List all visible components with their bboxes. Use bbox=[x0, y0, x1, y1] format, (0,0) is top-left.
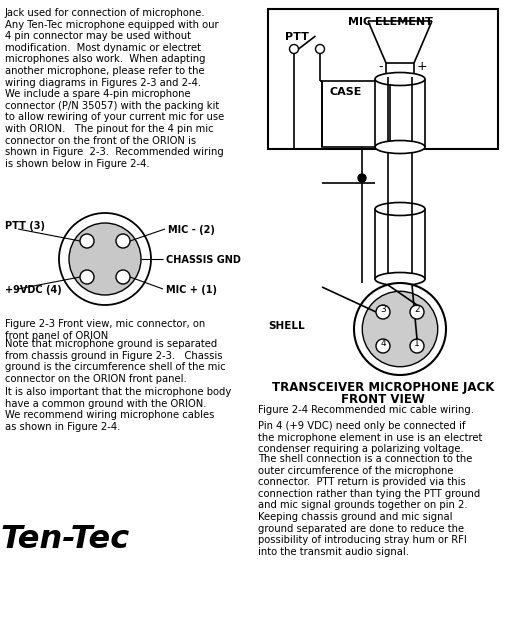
Circle shape bbox=[375, 305, 389, 319]
Circle shape bbox=[289, 45, 298, 54]
Text: 1: 1 bbox=[413, 339, 419, 348]
Circle shape bbox=[116, 270, 130, 284]
Text: Note that microphone ground is separated
from chassis ground in Figure 2-3.   Ch: Note that microphone ground is separated… bbox=[5, 339, 225, 384]
Text: MIC - (2): MIC - (2) bbox=[168, 225, 215, 235]
Text: PTT (3): PTT (3) bbox=[5, 221, 45, 231]
Text: Pin 4 (+9 VDC) need only be connected if
the microphone element in use is an ele: Pin 4 (+9 VDC) need only be connected if… bbox=[258, 421, 481, 454]
Circle shape bbox=[80, 270, 94, 284]
Circle shape bbox=[116, 234, 130, 248]
Text: Jack used for connection of microphone.
Any Ten-Tec microphone equipped with our: Jack used for connection of microphone. … bbox=[5, 8, 224, 169]
Text: MIC ELEMENT: MIC ELEMENT bbox=[347, 17, 432, 27]
Bar bbox=[385, 63, 413, 77]
Text: Ten-Tec: Ten-Tec bbox=[1, 524, 129, 555]
Circle shape bbox=[375, 339, 389, 353]
Text: CASE: CASE bbox=[329, 87, 362, 97]
Circle shape bbox=[362, 291, 437, 367]
Text: MIC + (1): MIC + (1) bbox=[166, 285, 217, 295]
Circle shape bbox=[69, 223, 141, 295]
Bar bbox=[321, 81, 389, 147]
Text: It is also important that the microphone body
have a common ground with the ORIO: It is also important that the microphone… bbox=[5, 387, 231, 432]
Text: +9VDC (4): +9VDC (4) bbox=[5, 285, 62, 295]
Ellipse shape bbox=[374, 141, 424, 153]
Circle shape bbox=[315, 45, 324, 54]
Text: 4: 4 bbox=[379, 339, 385, 348]
Text: -: - bbox=[378, 61, 382, 73]
Text: SHELL: SHELL bbox=[268, 321, 304, 331]
Text: CHASSIS GND: CHASSIS GND bbox=[166, 255, 240, 265]
Text: The shell connection is a connection to the
outer circumference of the microphon: The shell connection is a connection to … bbox=[258, 454, 479, 557]
Circle shape bbox=[80, 234, 94, 248]
Text: TRANSCEIVER MICROPHONE JACK: TRANSCEIVER MICROPHONE JACK bbox=[271, 381, 493, 394]
Circle shape bbox=[409, 305, 423, 319]
Text: +: + bbox=[416, 61, 427, 73]
Text: Figure 2-4 Recommended mic cable wiring.: Figure 2-4 Recommended mic cable wiring. bbox=[258, 405, 473, 415]
Circle shape bbox=[358, 174, 365, 182]
Text: FRONT VIEW: FRONT VIEW bbox=[340, 393, 424, 406]
Bar bbox=[268, 9, 497, 149]
Text: 3: 3 bbox=[379, 305, 385, 314]
Ellipse shape bbox=[374, 203, 424, 215]
Text: 2: 2 bbox=[414, 305, 419, 314]
Text: Figure 2-3 Front view, mic connector, on
front panel of ORION: Figure 2-3 Front view, mic connector, on… bbox=[5, 319, 205, 341]
Ellipse shape bbox=[374, 72, 424, 86]
Ellipse shape bbox=[374, 272, 424, 286]
Circle shape bbox=[354, 283, 445, 375]
Text: PTT: PTT bbox=[284, 32, 308, 42]
Circle shape bbox=[409, 339, 423, 353]
